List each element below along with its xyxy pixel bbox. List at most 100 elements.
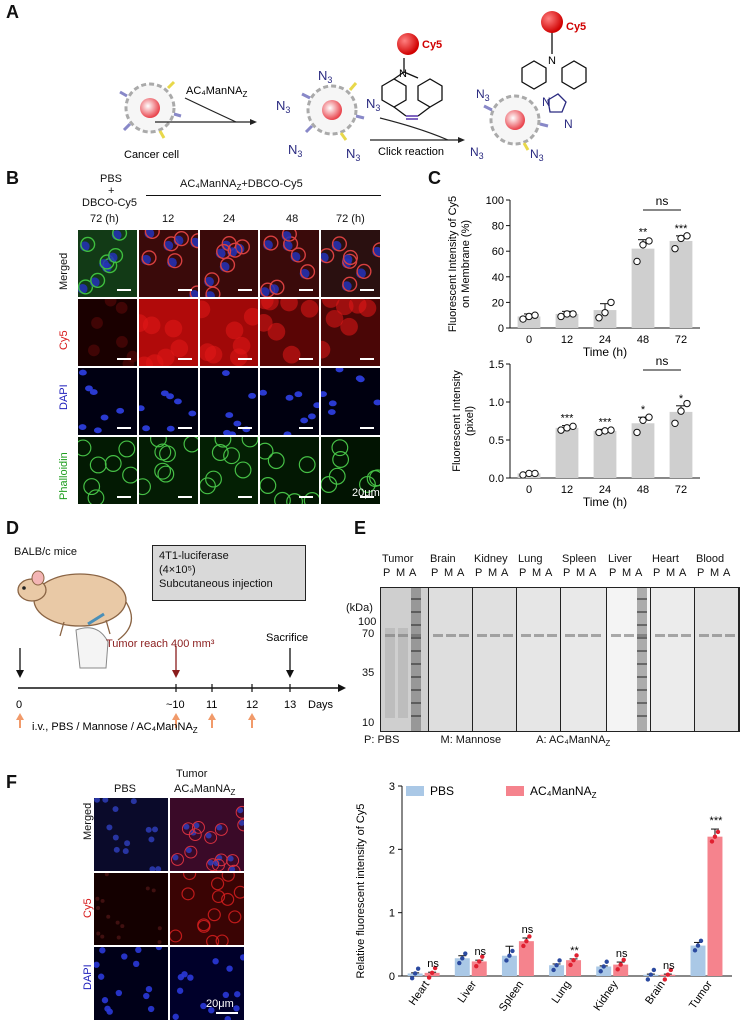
svg-text:N: N xyxy=(542,95,551,109)
lane-label: M xyxy=(444,567,454,579)
sig-label: ns xyxy=(522,924,534,936)
svg-text:Days: Days xyxy=(308,699,334,711)
data-point xyxy=(692,948,698,953)
blot-legend: P: PBS M: Mannose A: AC₄ManNAZ xyxy=(364,734,611,749)
data-point xyxy=(519,315,527,323)
svg-text:Tumor reach 400 mm³: Tumor reach 400 mm³ xyxy=(106,638,215,650)
blot-panel-heart xyxy=(651,588,695,731)
lane-label: P xyxy=(519,567,527,579)
data-point xyxy=(662,977,668,982)
lane-label: A xyxy=(545,567,553,579)
y-axis-label-1: Fluorescent Intensity of Cy5 xyxy=(447,196,459,332)
blot-tissue-blood: Blood xyxy=(696,553,725,565)
data-point xyxy=(698,938,704,944)
svg-text:N3: N3 xyxy=(366,96,380,113)
blot-panel-kidney xyxy=(473,588,517,731)
blot-headers: Tumor P M A Brain P M A Kidney P M A Lung P M A Spleen P M… xyxy=(380,553,740,585)
row-label-cy5: Cy5 xyxy=(58,330,70,350)
data-point xyxy=(651,967,657,973)
bar-0 xyxy=(517,316,541,328)
data-point xyxy=(683,232,691,240)
data-point xyxy=(551,967,556,973)
timeline: Tumor reach 400 mm³ Sacrifice 0 ~10 11 1… xyxy=(16,632,346,735)
micrograph-b-r2-c2 xyxy=(199,368,259,435)
micrograph-b-r3-c3 xyxy=(260,437,320,504)
control-label: PBS xyxy=(100,173,123,185)
data-point xyxy=(474,963,479,969)
data-point xyxy=(639,416,647,424)
micrograph-b-r1-c4 xyxy=(321,299,380,366)
data-point xyxy=(648,972,654,977)
data-point xyxy=(633,257,641,266)
y-tick-label: 3 xyxy=(389,781,395,793)
micrograph-b-r1-c0 xyxy=(78,299,137,366)
x-tick-label: 48 xyxy=(637,334,649,346)
x-tick-label: Brain xyxy=(643,979,668,1007)
data-point xyxy=(554,963,559,968)
cancer-cell-label: Cancer cell xyxy=(124,149,179,161)
data-point xyxy=(504,958,509,963)
lane-label: A xyxy=(589,567,597,579)
y-tick-label: 1.0 xyxy=(489,397,504,409)
data-point xyxy=(412,971,418,976)
lane-label: M xyxy=(710,567,720,579)
data-point xyxy=(524,938,529,944)
micrograph-b-r2-c0 xyxy=(78,368,137,435)
sig-label: * xyxy=(679,393,684,405)
micrograph-b-r2-c4 xyxy=(321,368,380,435)
data-point xyxy=(525,312,533,321)
data-point xyxy=(695,943,701,948)
data-point xyxy=(598,969,603,974)
data-point xyxy=(604,959,609,964)
sig-label: *** xyxy=(561,413,575,425)
svg-text:N3: N3 xyxy=(288,142,302,159)
data-point xyxy=(432,965,438,971)
lane-label: P xyxy=(609,567,617,579)
micrograph-b-r3-c0 xyxy=(78,437,137,504)
data-point xyxy=(645,237,653,245)
micrograph-f-r1-c0 xyxy=(94,872,168,946)
svg-text:N: N xyxy=(399,68,407,80)
blot-panel-tumor xyxy=(381,588,429,731)
micrograph-f-r1-c1 xyxy=(170,872,244,946)
micrograph-b-r3-c1 xyxy=(138,437,198,504)
sig-label: ns xyxy=(663,960,675,972)
micrograph-b-r1-c2 xyxy=(199,299,259,366)
y-axis-label: Relative fluorescent intensity of Cy5 xyxy=(355,804,367,979)
data-point xyxy=(595,428,603,437)
panel-e-letter: E xyxy=(354,518,367,538)
sig-label: *** xyxy=(675,223,689,235)
svg-text:~10: ~10 xyxy=(166,699,185,711)
click-reaction-label: Click reaction xyxy=(378,146,444,158)
panel-d-letter: D xyxy=(6,518,19,538)
svg-text:N3: N3 xyxy=(470,145,484,161)
data-point xyxy=(571,957,576,963)
y-tick-label: 40 xyxy=(492,272,504,284)
bar-72 xyxy=(669,411,693,478)
microscopy-grid-b xyxy=(78,230,380,504)
micrograph-b-r2-c3 xyxy=(260,368,320,435)
microscopy-grid-f xyxy=(94,798,244,1020)
time-labels: 72 (h) 12 24 48 72 (h) xyxy=(90,213,365,225)
micrograph-b-r0-c4 xyxy=(321,230,380,297)
micrograph-b-r0-c1 xyxy=(138,230,198,297)
data-point xyxy=(569,422,577,431)
micrograph-f-r2-c1 xyxy=(170,947,244,1020)
kda-label: (kDa) xyxy=(346,602,373,614)
f-row-merged: Merged xyxy=(82,802,94,840)
data-point xyxy=(601,964,606,969)
panel-a-schematic: Cancer cell AC₄ManNAZ N3 N3 N3 N3 N3 Cy5… xyxy=(119,11,587,163)
lane-label: A xyxy=(635,567,643,579)
data-point xyxy=(519,471,527,479)
x-tick-label: Kidney xyxy=(591,978,620,1013)
treatment-label: AC₄ManNAZ+DBCO-Cy5 xyxy=(180,178,303,193)
data-point xyxy=(574,953,579,958)
svg-text:N3: N3 xyxy=(530,147,544,163)
y-axis-label-2: (pixel) xyxy=(464,406,476,436)
x-tick-label: 48 xyxy=(637,484,649,496)
ns-label: ns xyxy=(656,194,669,208)
svg-text:Cy5: Cy5 xyxy=(566,21,586,33)
injection-info-box: 4T1-luciferase (4×10⁵) Subcutaneous inje… xyxy=(152,545,306,601)
dbco-cy5-structure xyxy=(381,58,443,120)
data-point xyxy=(607,298,615,307)
